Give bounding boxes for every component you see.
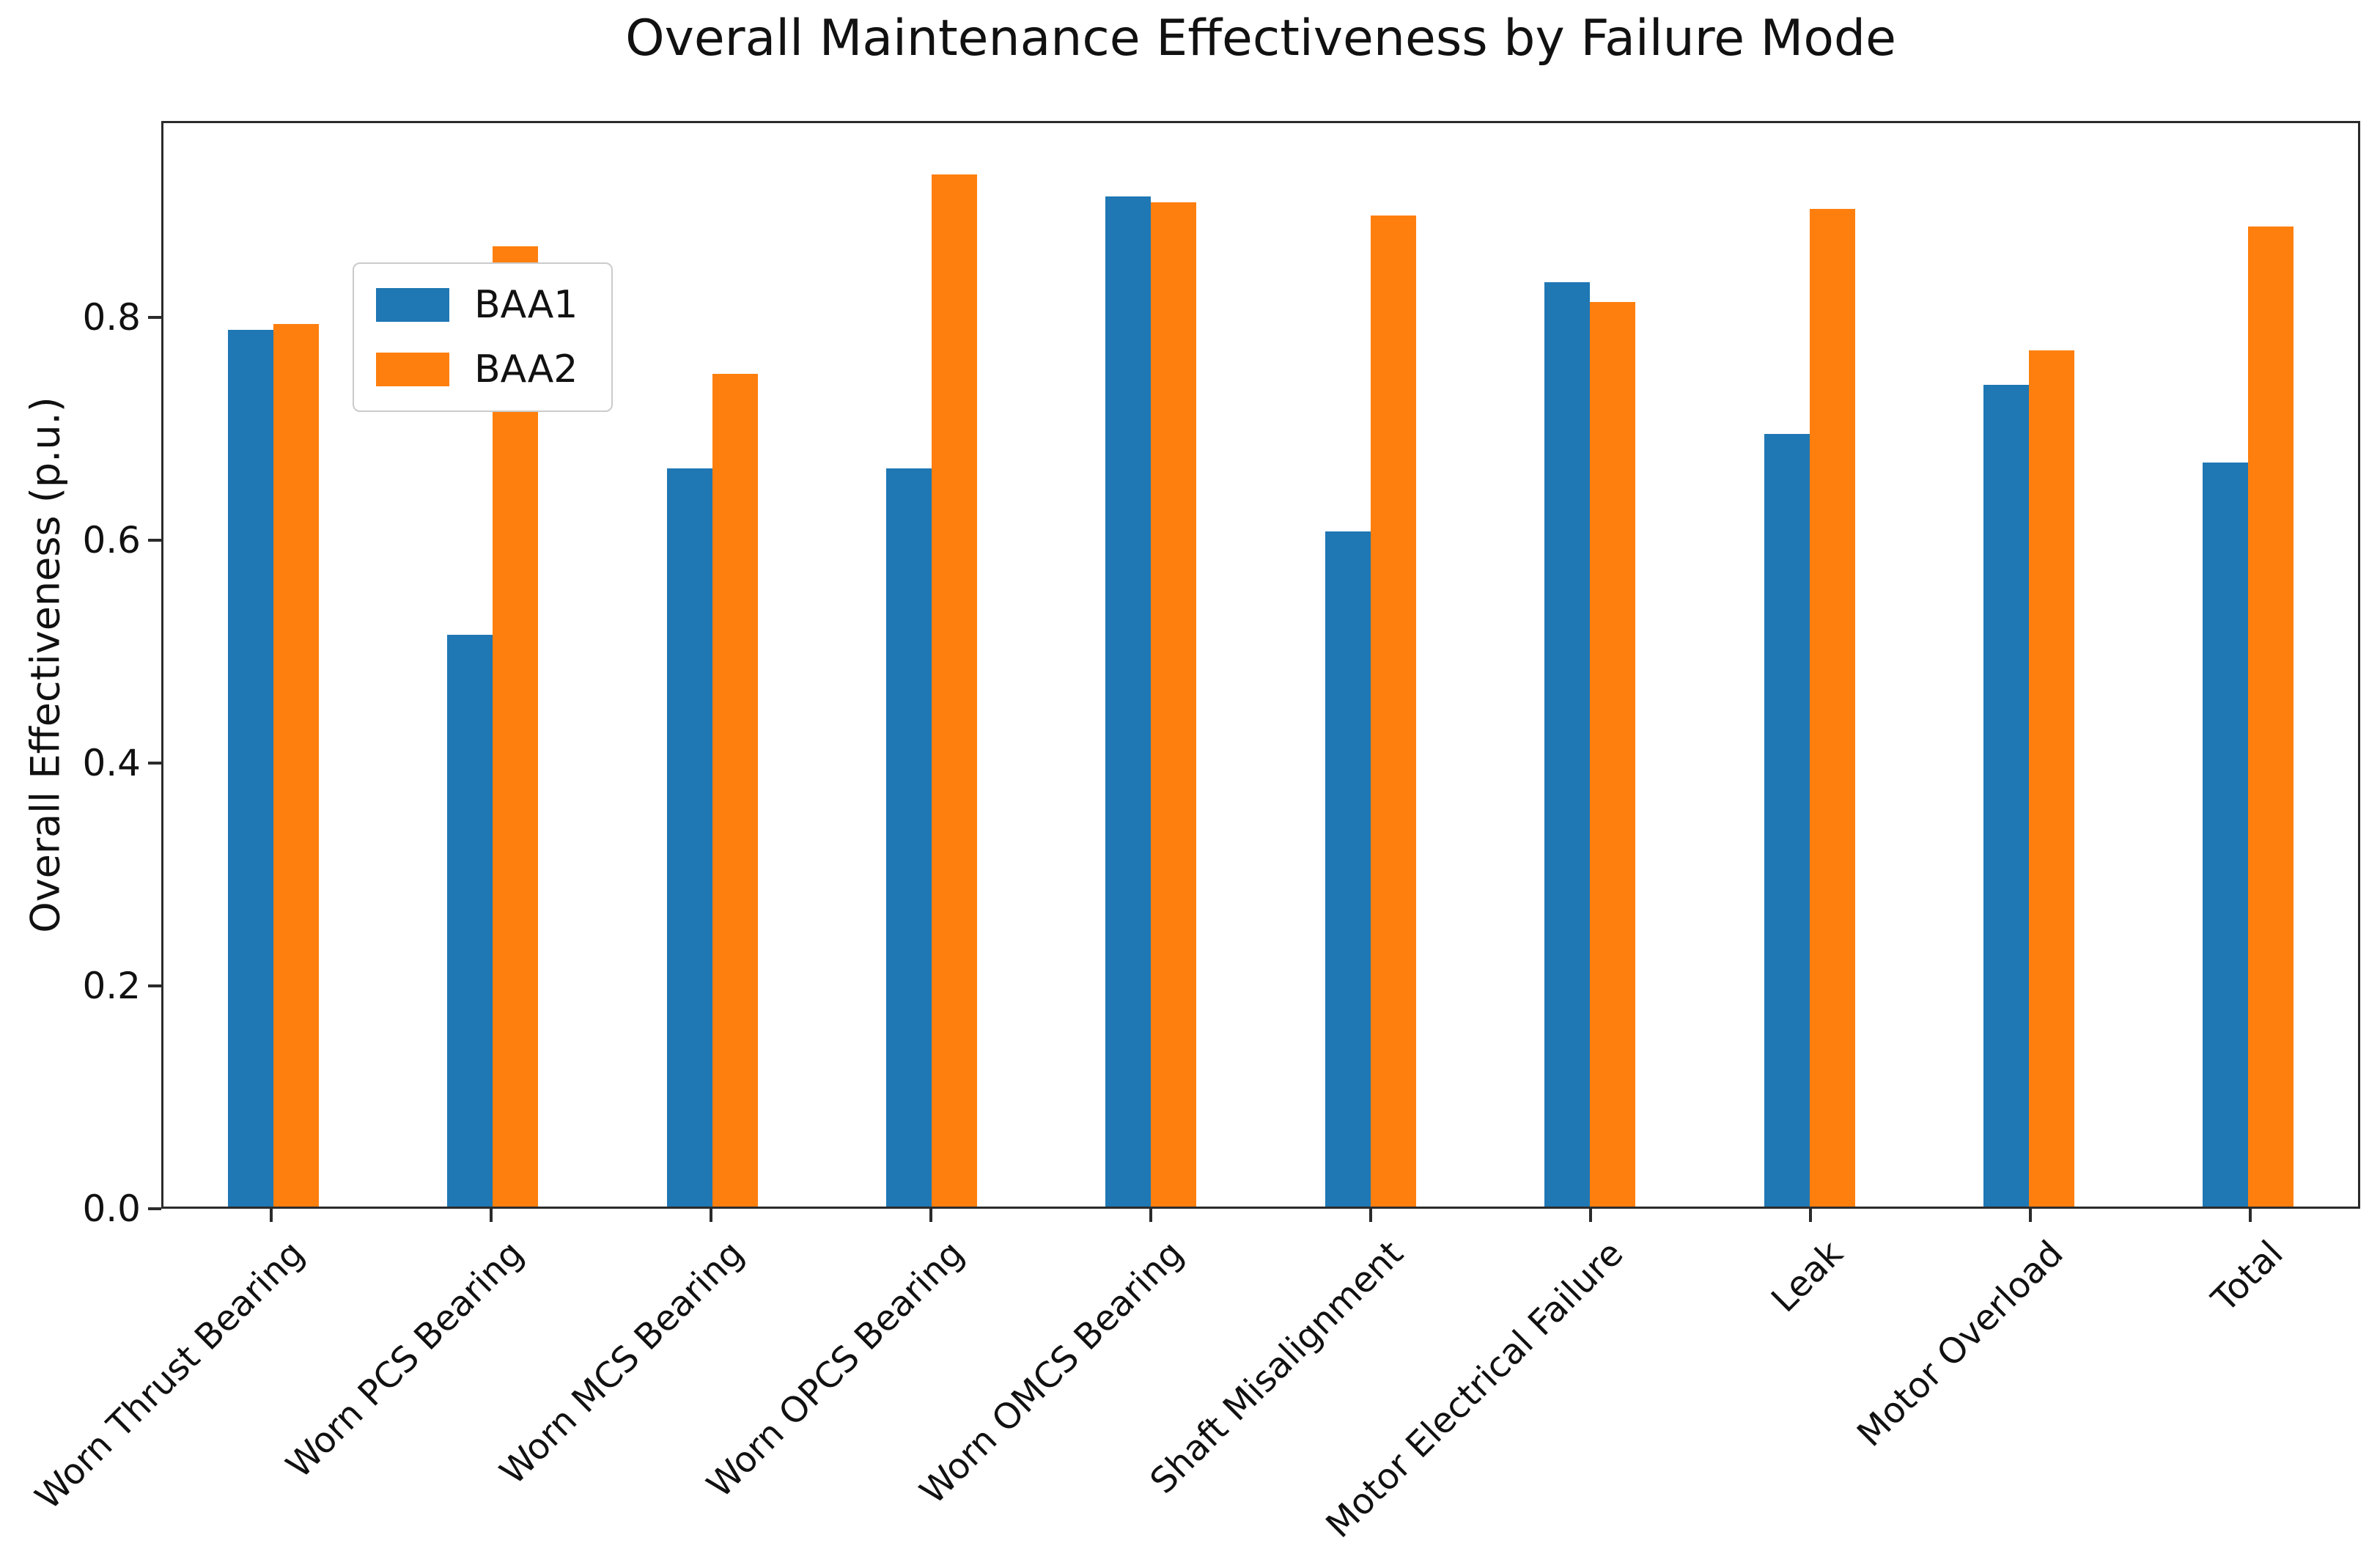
- bar-baa1-6: [1325, 531, 1371, 1207]
- x-tick-label-2: Worn PCS Bearing: [279, 1233, 532, 1487]
- plot-area: BAA1 BAA2: [161, 121, 2360, 1209]
- y-tick-label-0.6: 0.6: [82, 518, 141, 561]
- x-tick-label-9: Motor Overload: [1849, 1233, 2071, 1455]
- legend-label-baa2: BAA2: [474, 347, 578, 391]
- x-tick-label-6: Shaft Misalignment: [1142, 1233, 1412, 1502]
- bar-baa2-9: [2028, 350, 2074, 1207]
- x-tick-mark-6: [1369, 1209, 1372, 1222]
- legend-entry-baa2: BAA2: [376, 347, 578, 391]
- y-tick-mark-0.8: [148, 315, 161, 319]
- x-tick-label-3: Worn MCS Bearing: [492, 1233, 752, 1493]
- bar-group-7: [1480, 123, 1699, 1207]
- x-tick-mark-8: [1809, 1209, 1812, 1222]
- legend-label-baa1: BAA1: [474, 283, 578, 327]
- legend-swatch-baa2: [376, 353, 449, 386]
- x-tick-mark-4: [929, 1209, 932, 1222]
- bar-baa1-8: [1764, 434, 1810, 1207]
- bar-baa2-7: [1590, 301, 1636, 1207]
- bar-baa1-7: [1544, 281, 1591, 1207]
- chart-title: Overall Maintenance Effectiveness by Fai…: [625, 10, 1896, 67]
- y-tick-mark-0.0: [148, 1207, 161, 1210]
- bar-baa1-4: [885, 468, 932, 1207]
- bar-baa2-1: [273, 324, 319, 1207]
- bar-baa1-3: [666, 468, 712, 1207]
- bar-baa1-9: [1983, 385, 2029, 1207]
- y-tick-mark-0.6: [148, 538, 161, 542]
- bar-group-5: [1042, 123, 1261, 1207]
- x-tick-mark-9: [2029, 1209, 2032, 1222]
- bar-group-3: [603, 123, 822, 1207]
- x-tick-label-8: Leak: [1764, 1233, 1852, 1321]
- bar-group-1: [163, 123, 383, 1207]
- legend-swatch-baa1: [376, 288, 449, 322]
- bar-baa2-10: [2248, 226, 2294, 1207]
- bar-baa1-10: [2203, 463, 2249, 1207]
- bar-group-8: [1700, 123, 1919, 1207]
- bar-baa2-8: [1809, 208, 1855, 1207]
- bar-baa2-3: [712, 374, 758, 1207]
- x-tick-mark-3: [710, 1209, 712, 1222]
- bar-group-6: [1261, 123, 1480, 1207]
- bar-baa1-2: [447, 635, 493, 1207]
- bar-group-4: [822, 123, 1041, 1207]
- bar-baa1-5: [1105, 196, 1152, 1207]
- y-tick-label-0.8: 0.8: [82, 295, 141, 339]
- bar-group-10: [2139, 123, 2358, 1207]
- y-tick-mark-0.4: [148, 761, 161, 765]
- legend-entry-baa1: BAA1: [376, 283, 578, 327]
- y-tick-mark-0.2: [148, 984, 161, 987]
- y-tick-label-0.0: 0.0: [82, 1187, 141, 1230]
- x-tick-label-1: Worn Thrust Bearing: [27, 1233, 312, 1518]
- y-axis-label: Overall Effectiveness (p.u.): [22, 397, 69, 933]
- x-tick-mark-7: [1589, 1209, 1592, 1222]
- x-tick-mark-1: [270, 1209, 273, 1222]
- x-tick-mark-5: [1149, 1209, 1152, 1222]
- bar-group-9: [1919, 123, 2138, 1207]
- bar-baa2-5: [1151, 202, 1197, 1207]
- bar-baa2-6: [1370, 215, 1416, 1207]
- y-tick-label-0.2: 0.2: [82, 964, 141, 1007]
- legend: BAA1 BAA2: [353, 262, 614, 412]
- y-tick-label-0.4: 0.4: [82, 741, 141, 784]
- x-tick-label-10: Total: [2203, 1233, 2291, 1320]
- x-tick-mark-10: [2249, 1209, 2252, 1222]
- x-tick-mark-2: [490, 1209, 493, 1222]
- bar-baa1-1: [227, 329, 273, 1207]
- bar-baa2-4: [931, 174, 977, 1207]
